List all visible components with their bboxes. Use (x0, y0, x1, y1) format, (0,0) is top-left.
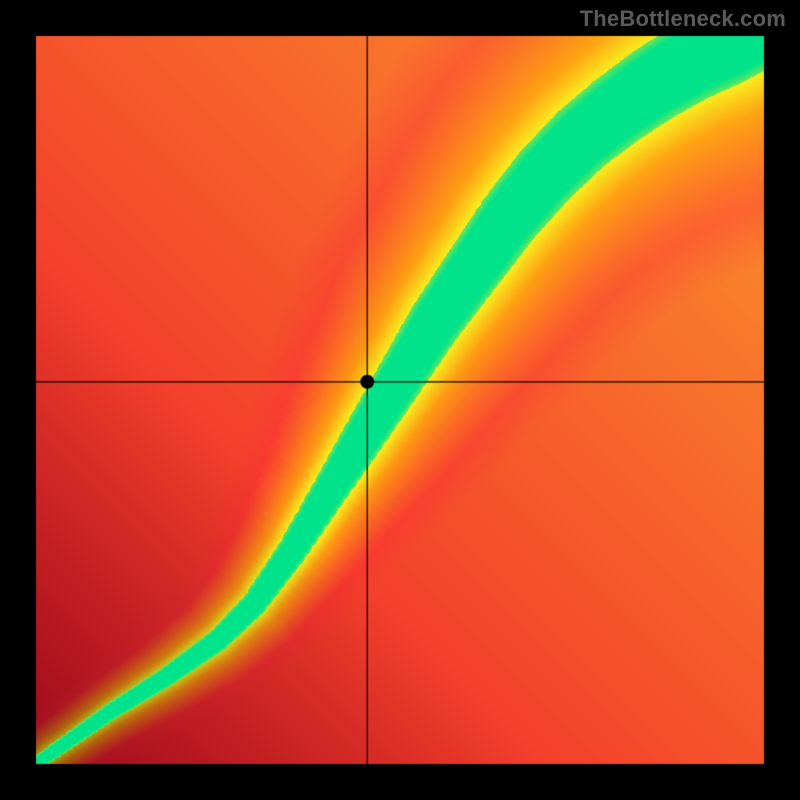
watermark-text: TheBottleneck.com (580, 6, 786, 32)
chart-container: TheBottleneck.com (0, 0, 800, 800)
heatmap-canvas (0, 0, 800, 800)
